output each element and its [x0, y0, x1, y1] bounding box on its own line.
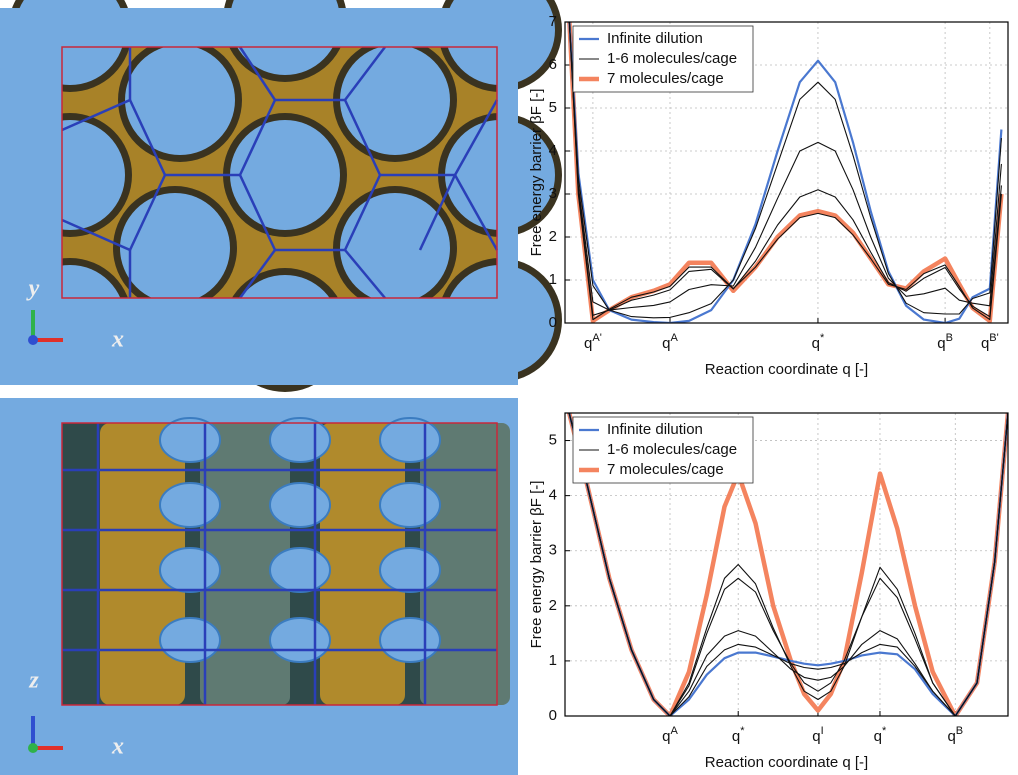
x-tick-label: qA' — [584, 332, 602, 352]
chart: 0 1 2 3 4 5 6 7 qA' qA q* qB qB' Reaction coordinate … — [528, 13, 1008, 378]
mask — [62, 298, 497, 385]
pore — [380, 618, 440, 662]
y-tick-label: 3 — [549, 542, 557, 559]
legend-label: 7 molecules/cage — [607, 70, 724, 87]
x-tick-label: q* — [732, 725, 745, 745]
x-tick-label: qA — [662, 725, 678, 745]
pore — [380, 483, 440, 527]
x-tick-label: qB — [937, 332, 953, 352]
legend: Infinite dilution 1-6 molecules/cage 7 mol… — [573, 417, 753, 483]
mask — [497, 8, 518, 385]
y-axis-title: Free energy barrier βF [-] — [528, 89, 545, 257]
axis-label: x — [111, 327, 124, 353]
y-axis-title: Free energy barrier βF [-] — [528, 481, 545, 649]
y-tick-label: 7 — [549, 13, 557, 30]
pore — [125, 45, 235, 155]
x-tick-label: qB — [947, 725, 963, 745]
y-tick-label: 0 — [549, 707, 557, 724]
legend-label: Infinite dilution — [607, 30, 703, 47]
chart: 0 1 2 3 4 5 qA q* qI q* qB Reaction coordinate q [-… — [528, 397, 1008, 771]
y-tick-label: 1 — [549, 271, 557, 288]
pore — [380, 548, 440, 592]
x-tick-label: qI — [812, 725, 823, 745]
legend-label: 1-6 molecules/cage — [607, 50, 737, 67]
legend-label: Infinite dilution — [607, 421, 703, 438]
pore — [380, 418, 440, 462]
pore — [340, 193, 450, 303]
y-tick-label: 5 — [549, 99, 557, 116]
x-tick-label: qA — [662, 332, 678, 352]
y-tick-label: 6 — [549, 56, 557, 73]
y-tick-label: 2 — [549, 597, 557, 614]
x-tick-label: qB' — [981, 332, 999, 352]
pore — [270, 483, 330, 527]
pore — [160, 483, 220, 527]
x-axis-title: Reaction coordinate q [-] — [705, 361, 868, 378]
axis-label: x — [111, 734, 124, 760]
structure-xy — [0, 0, 562, 392]
legend-label: 1-6 molecules/cage — [607, 441, 737, 458]
pore — [160, 618, 220, 662]
pore — [340, 45, 450, 155]
y-tick-label: 5 — [549, 432, 557, 449]
y-tick-label: 4 — [549, 142, 557, 159]
structure-xz — [62, 418, 510, 705]
y-tick-label: 4 — [549, 487, 557, 504]
pore — [120, 193, 230, 303]
y-tick-label: 3 — [549, 185, 557, 202]
pore — [160, 418, 220, 462]
pore — [230, 120, 340, 230]
axis-label: y — [26, 276, 40, 302]
pore — [270, 548, 330, 592]
page: {"panels": [{"axis_labels": ["y", "x"]},… — [0, 0, 1018, 775]
mask — [62, 8, 497, 47]
y-tick-label: 0 — [549, 314, 557, 331]
pore — [270, 618, 330, 662]
x-axis-title: Reaction coordinate q [-] — [705, 754, 868, 771]
x-tick-label: q* — [812, 332, 825, 352]
pore — [270, 418, 330, 462]
pore — [160, 548, 220, 592]
y-tick-label: 2 — [549, 228, 557, 245]
x-tick-label: q* — [874, 725, 887, 745]
figure: y x z x 0 1 2 3 4 5 6 7 qA' qA q* qB qB' Reaction coo… — [0, 0, 1018, 775]
legend-label: 7 molecules/cage — [607, 461, 724, 478]
axis-label: z — [28, 668, 39, 694]
legend: Infinite dilution 1-6 molecules/cage 7 mol… — [573, 26, 753, 92]
y-tick-label: 1 — [549, 652, 557, 669]
